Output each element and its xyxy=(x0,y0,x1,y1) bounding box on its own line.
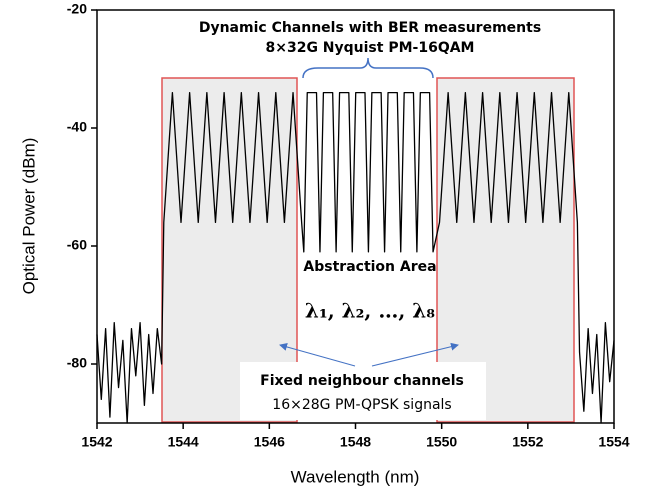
spectrum-line xyxy=(96,91,615,424)
y-tick-label: -40 xyxy=(67,119,87,135)
x-tick-label: 1554 xyxy=(598,434,629,450)
brace xyxy=(302,57,434,79)
arrow xyxy=(279,343,356,367)
x-tick-label: 1544 xyxy=(168,434,199,450)
x-tick-label: 1548 xyxy=(340,434,371,450)
y-tick-label: -60 xyxy=(67,237,87,253)
x-tick-label: 1550 xyxy=(426,434,457,450)
annotation: Abstraction Area xyxy=(303,259,436,275)
x-tick-label: 1552 xyxy=(512,434,543,450)
annotation: 16×28G PM-QPSK signals xyxy=(272,397,451,413)
x-axis-label: Wavelength (nm) xyxy=(291,467,420,486)
y-tick-label: -80 xyxy=(67,355,87,371)
annotation: λ₁, λ₂, …, λ₈ xyxy=(305,299,435,323)
annotation: Dynamic Channels with BER measurements xyxy=(199,20,541,36)
y-tick-label: -20 xyxy=(67,1,87,17)
annotation: 8×32G Nyquist PM-16QAM xyxy=(265,40,474,56)
x-tick-label: 1542 xyxy=(81,434,112,450)
x-tick-label: 1546 xyxy=(254,434,285,450)
arrow xyxy=(371,342,459,367)
y-axis-label: Optical Power (dBm) xyxy=(19,138,38,295)
label-box xyxy=(240,362,486,420)
annotation: Fixed neighbour channels xyxy=(260,373,464,389)
